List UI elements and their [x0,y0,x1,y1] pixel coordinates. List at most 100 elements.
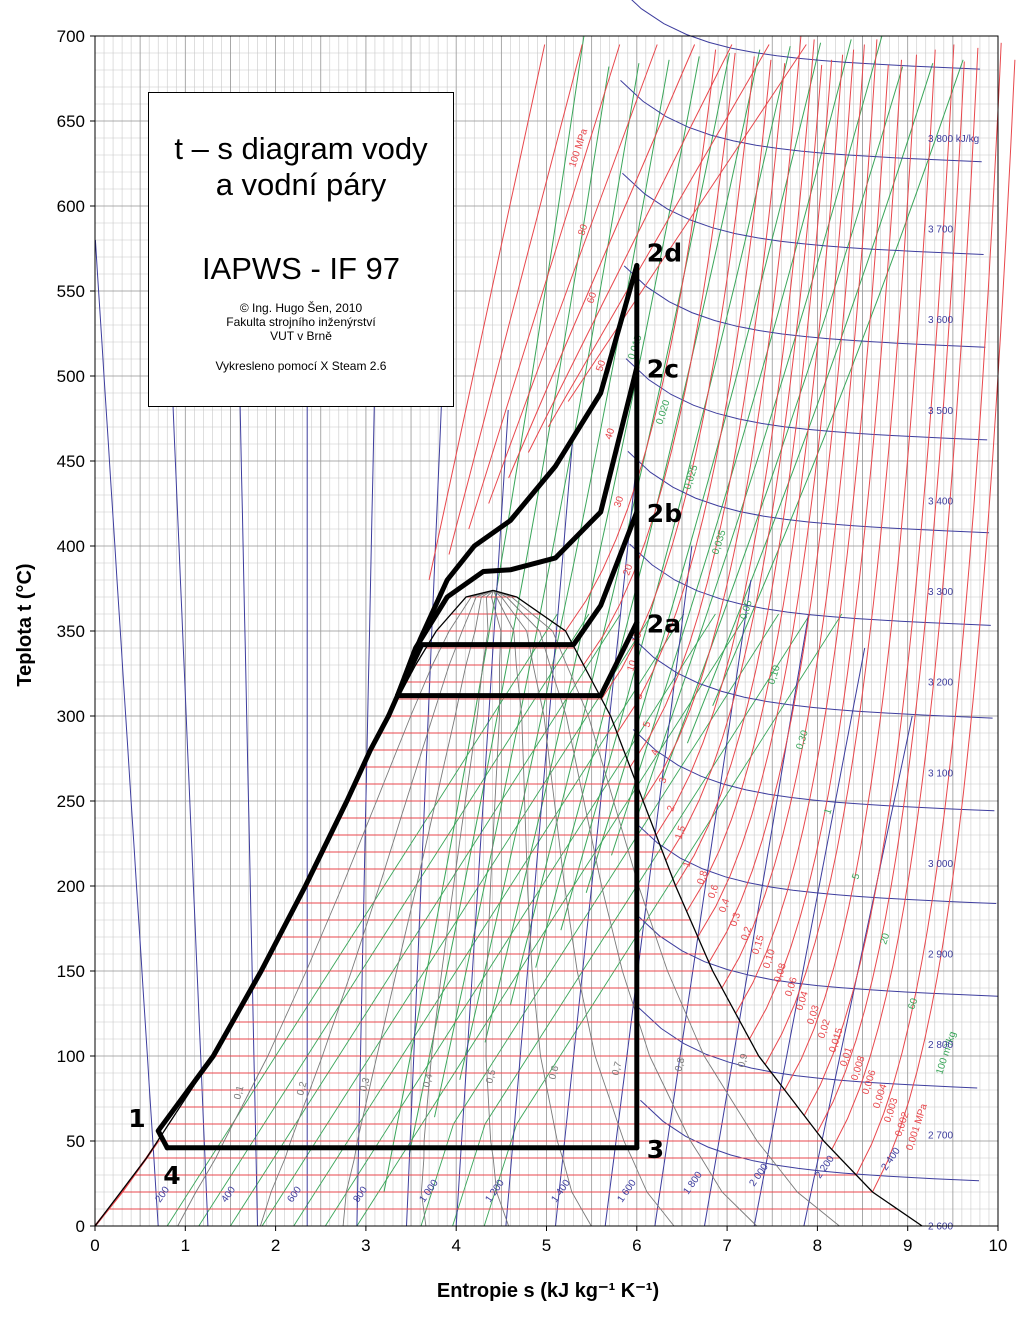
enthalpy-label: 1 800 [681,1170,705,1197]
quality-line [259,589,494,1227]
y-tick-label: 100 [57,1047,85,1066]
saturated-vapor-line [493,589,923,1227]
y-tick-label: 350 [57,622,85,641]
quality-lines [177,589,840,1227]
enthalpy-label: 400 [219,1184,238,1204]
isochore-line [585,42,822,893]
isochore-line [434,63,640,1118]
x-tick-label: 10 [989,1236,1008,1255]
isobar-label: 100 MPa [567,127,590,169]
y-tick-label: 500 [57,367,85,386]
x-tick-label: 4 [451,1236,460,1255]
isochore-label: 60 [906,997,920,1011]
isochore-label: 100 m³/kg [934,1030,958,1076]
isochore-label: 0,10 [766,664,783,686]
quality-label: 0,3 [358,1076,372,1093]
isochore-label: 1 [822,807,834,816]
isenthalp-wet-line [753,647,866,1227]
isobar-superheated [616,59,772,734]
enthalpy-label: 3 500 [928,406,953,417]
isobar-superheated [686,54,844,912]
isenthalp-line [627,450,990,534]
isobar-label: 0,3 [728,911,743,928]
cycle-point-label: 2b [647,499,682,528]
isochore-label: 0,05 [738,599,755,621]
isobar-label: 0,08 [772,962,789,984]
isobar-label: 0,06 [783,976,800,998]
isobar-label: 0,001 MPa [904,1102,930,1152]
isobar-supercritical [567,44,807,402]
x-tick-label: 5 [542,1236,551,1255]
isobar-label: 5 [641,720,653,729]
quality-label: 0,6 [547,1064,561,1081]
x-tick-label: 7 [722,1236,731,1255]
cycle-paths [155,263,640,1151]
quality-line [342,590,494,1227]
isobar-superheated [601,56,755,700]
y-tick-label: 150 [57,962,85,981]
cycle-point-label: 1 [128,1104,145,1133]
isobar-label: 20 [621,563,635,577]
cycle-point-label: 2d [647,239,682,268]
isobar-label: 8 [633,692,645,701]
y-tick-label: 250 [57,792,85,811]
y-tick-label: 200 [57,877,85,896]
isobar-label: 60 [585,291,599,305]
isobar-superheated [642,35,802,802]
isochore-line [611,39,852,856]
cycle-point-label: 3 [647,1135,664,1164]
isochore-line [686,63,934,744]
x-tick-label: 6 [632,1236,641,1255]
diagram-title-box: t – s diagram vody a vodní páry IAPWS - … [148,92,454,407]
cycle-path-pump_and_liquid [155,713,391,1151]
isobar-label: 2 [665,804,677,813]
y-tick-label: 450 [57,452,85,471]
y-tick-label: 300 [57,707,85,726]
enthalpy-label: 2 800 [928,1040,953,1051]
enthalpy-label: 3 100 [928,768,953,779]
quality-line [493,589,758,1227]
enthalpy-label: 1 000 [417,1178,441,1205]
enthalpy-label: 2 700 [928,1131,953,1142]
x-tick-label: 2 [271,1236,280,1255]
title-author: © Ing. Hugo Šen, 2010 [239,301,363,315]
isobar-superheated [565,49,717,632]
isobar-label: 0,6 [706,883,721,900]
x-tick-label: 9 [903,1236,912,1255]
isobar-supercritical [468,44,621,530]
isobar-superheated [735,64,889,1014]
y-tick-label: 650 [57,112,85,131]
quality-line [492,590,675,1227]
isobar-label: 0,2 [739,925,754,942]
title-standard: IAPWS - IF 97 [201,251,401,286]
isenthalp-line [631,636,993,719]
enthalpy-label: 1 400 [549,1178,573,1205]
isobar-supercritical [508,44,696,479]
quality-label: 0,1 [232,1084,246,1101]
enthalpy-label: 3 300 [928,587,953,598]
isobar-supercritical [448,44,583,555]
isochore-line [484,56,700,1043]
isobar-superheated [855,42,1002,1176]
isobar-superheated [831,47,979,1150]
isobar-label: 0,01 [838,1046,855,1068]
quality-line [177,589,494,1227]
cycle-point-labels: 1 2a 2b 2c 2d 3 4 [128,239,682,1190]
isobar-label: 0,8 [695,869,710,886]
isochore-label: 0,020 [654,398,672,426]
enthalpy-label: 3 000 [928,859,953,870]
isenthalp-line [634,821,997,904]
isobar-superheated [665,64,823,861]
isochore-label: 20 [878,932,892,946]
cycle-path-d [395,263,640,699]
isobar-label: 0,10 [761,948,778,970]
isobar-label: 1,5 [673,824,688,841]
enthalpy-label: 3 400 [928,496,953,507]
cycle-point-label: 2a [647,610,681,639]
isobar-label: 1 [681,860,693,869]
quality-line [485,590,510,1227]
x-tick-label: 1 [181,1236,190,1255]
enthalpy-label: 3 800 kJ/kg [928,134,979,145]
y-axis-title: Teplota t (°C) [14,563,36,686]
